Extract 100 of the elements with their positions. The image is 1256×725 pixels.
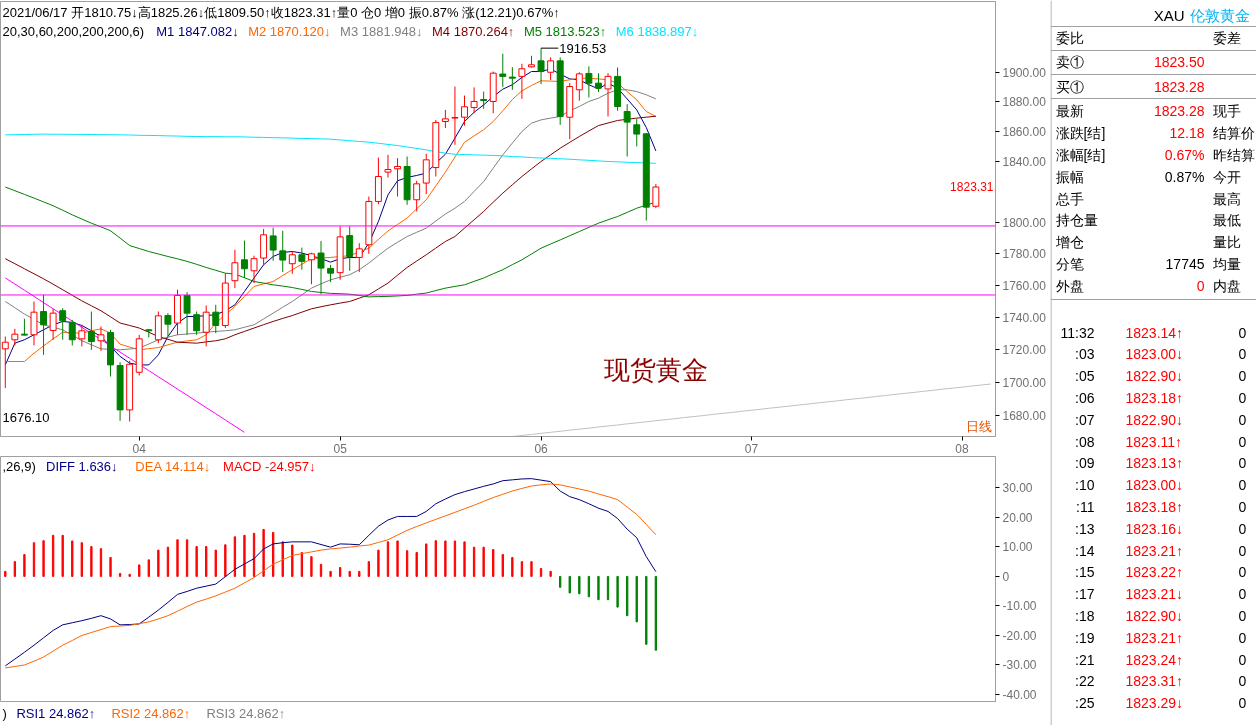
text: M1 1847.082↓ [156,24,239,39]
text: 现手 [1212,102,1241,119]
text: 0 [1238,673,1247,690]
legend-title: ,26,9) [2,459,36,474]
text: 今开 [1212,168,1241,185]
text: 最低 [1212,211,1241,228]
y-tick-label: 1780.00 [1002,247,1047,262]
text: 增仓 [1054,233,1084,250]
y-tick-label: 1680.00 [1002,408,1047,423]
text: 买① [1055,78,1084,95]
text: 涨幅[结] [1055,146,1106,163]
candlestick [384,154,392,178]
y-tick-label: 1880.00 [1002,95,1047,110]
text: 1823.00↓ [1125,346,1184,363]
candlestick [470,86,478,114]
text: 伦敦黄金 [1189,7,1250,24]
candlestick [537,47,545,85]
text: 0 [1238,455,1247,472]
x-tick-label: 06 [534,441,549,456]
text: 1823.18↑ [1125,389,1184,406]
text: 0 [1238,368,1247,385]
text: 0 [1238,498,1247,515]
text: :18 [1075,607,1095,624]
text: 0 [1196,277,1205,294]
candlestick [49,308,57,341]
text: 1823.18↑ [1125,498,1184,515]
annotation: 现货黄金 [603,354,708,385]
candlestick [652,183,660,209]
candlestick [97,325,105,352]
text: 0.87% [1164,168,1205,185]
candlestick [508,66,516,91]
text: 委差 [1212,29,1241,46]
candlestick [346,225,354,272]
candlestick [461,95,468,127]
text: 1822.90↓ [1125,411,1184,428]
text: 1823.31↑ [1125,673,1184,690]
text: 0 [1238,389,1247,406]
text: :21 [1075,651,1095,668]
text: 0 [1238,586,1247,603]
text: M2 1870.120↓ [248,24,331,39]
text: 委比 [1055,29,1084,46]
candlestick [307,252,315,285]
text: 0 [1238,695,1247,712]
text: :10 [1075,477,1095,494]
text: 昨结算 [1212,146,1255,163]
x-tick-label: 05 [333,441,348,456]
text: M6 1838.897↓ [615,24,699,39]
text: 17745 [1165,255,1205,272]
text: 0 [1238,542,1247,559]
text: MACD -24.957↓ [223,459,316,474]
y-tick-label: -10.00 [1002,599,1037,614]
y-tick-label: -40.00 [1002,688,1037,703]
text: 0 [1238,520,1247,537]
annotation: 1676.10 [2,410,50,425]
candlestick [518,63,526,100]
text: 1822.90↓ [1125,368,1184,385]
text: 0 [1238,629,1247,646]
legend-title: ) [2,706,7,721]
text: 1823.13↑ [1125,455,1184,472]
candlestick [40,294,48,356]
text: 1823.28 [1153,102,1205,119]
y-tick-label: 1760.00 [1002,278,1047,293]
y-tick-label: 1740.00 [1002,310,1047,325]
x-tick-label: 04 [132,441,147,456]
candlestick [547,56,555,81]
candlestick [633,118,641,147]
text: 0 [1238,607,1247,624]
text: 1823.21↑ [1125,542,1184,559]
text: 持仓量 [1055,211,1098,228]
candlestick [499,53,507,88]
text: 1823.11↑ [1125,433,1183,450]
y-tick-label: -20.00 [1002,628,1037,643]
text: :06 [1075,389,1095,406]
y-tick-label: 10.00 [1002,540,1033,555]
candlestick [1,336,9,389]
candlestick [202,304,210,347]
text: 卖① [1055,54,1084,70]
candlestick [269,227,277,262]
candlestick [575,71,583,102]
candlestick [298,247,306,271]
text: M4 1870.264↑ [431,24,515,39]
text: M3 1881.948↓ [340,24,423,39]
y-tick-label: 0 [1002,569,1010,584]
candlestick [317,240,325,295]
y-tick-label: 20.00 [1002,510,1033,525]
candlestick [413,180,421,212]
candlestick [87,311,95,351]
chart-title: 2021/06/17 开1810.75↓高1825.26↓低1809.50↑收1823.31↑量0 仓0 增0 振0.87% 涨(12.21)0.67%↑ [2,5,560,20]
text: 分笔 [1055,255,1084,272]
text: DEA 14.114↓ [135,459,211,474]
text: 量比 [1212,233,1241,250]
annotation: 日线 [965,419,992,434]
text: 0 [1238,324,1247,341]
candlestick [193,311,201,336]
text: 1823.29↓ [1125,695,1184,712]
candlestick [212,304,220,334]
text: 11:32 [1060,324,1095,341]
y-tick-label: 30.00 [1002,481,1033,496]
text: 1823.00↓ [1125,477,1184,494]
candlestick [231,249,239,289]
